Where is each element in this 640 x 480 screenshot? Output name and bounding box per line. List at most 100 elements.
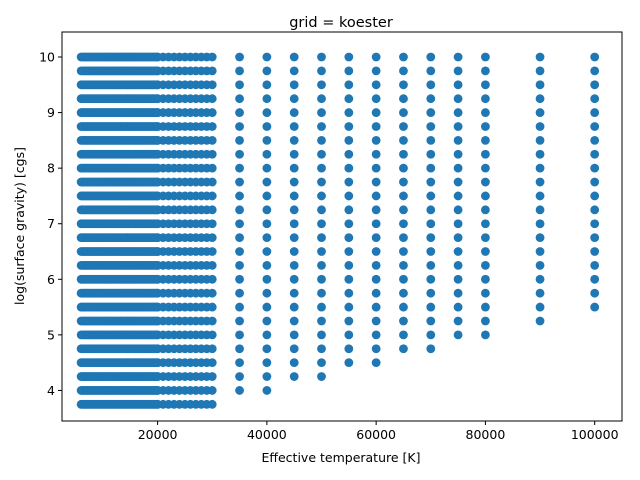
data-point xyxy=(453,205,463,215)
data-point xyxy=(426,247,436,256)
data-point xyxy=(207,94,217,104)
data-point xyxy=(426,205,436,215)
data-point xyxy=(262,66,272,76)
data-point xyxy=(453,66,463,76)
data-point xyxy=(426,274,436,284)
data-point xyxy=(535,135,545,145)
data-point xyxy=(317,135,326,145)
data-point xyxy=(207,66,217,76)
data-points xyxy=(76,52,600,409)
data-point xyxy=(317,274,326,284)
data-point xyxy=(371,316,381,326)
data-point xyxy=(207,149,217,159)
data-point xyxy=(399,247,408,256)
data-point xyxy=(535,52,545,62)
data-point xyxy=(262,177,272,187)
data-point xyxy=(289,135,299,145)
data-point xyxy=(481,219,490,229)
data-point xyxy=(371,191,381,201)
data-point xyxy=(262,386,272,395)
data-point xyxy=(262,330,272,340)
data-point xyxy=(481,247,490,256)
data-point xyxy=(235,316,244,326)
data-point xyxy=(344,191,354,201)
data-point xyxy=(399,108,408,117)
data-point xyxy=(207,330,217,340)
data-point xyxy=(262,358,272,368)
data-point xyxy=(399,52,408,62)
data-point xyxy=(453,191,463,201)
data-point xyxy=(426,80,436,90)
data-point xyxy=(207,372,217,381)
data-point xyxy=(426,52,436,62)
data-point xyxy=(262,233,272,243)
x-tick-label: 40000 xyxy=(247,427,287,442)
data-point xyxy=(371,302,381,312)
x-axis: 20000 40000 60000 80000 100000 xyxy=(138,421,619,442)
data-point xyxy=(481,94,490,104)
data-point xyxy=(235,108,244,117)
data-point xyxy=(344,52,354,62)
data-point xyxy=(535,274,545,284)
data-point xyxy=(235,358,244,368)
data-point xyxy=(481,80,490,90)
data-point xyxy=(262,274,272,284)
data-point xyxy=(289,261,299,270)
data-point xyxy=(344,288,354,298)
data-point xyxy=(426,261,436,270)
data-point xyxy=(371,52,381,62)
data-point xyxy=(262,122,272,131)
data-point xyxy=(344,66,354,76)
data-point xyxy=(481,274,490,284)
data-point xyxy=(590,108,600,117)
data-point xyxy=(262,247,272,256)
data-point xyxy=(207,288,217,298)
data-point xyxy=(453,149,463,159)
data-point xyxy=(289,94,299,104)
data-point xyxy=(289,316,299,326)
data-point xyxy=(590,247,600,256)
data-point xyxy=(481,108,490,117)
data-point xyxy=(344,261,354,270)
data-point xyxy=(371,358,381,368)
data-point xyxy=(399,177,408,187)
data-point xyxy=(481,135,490,145)
data-point xyxy=(453,302,463,312)
y-tick-label: 10 xyxy=(39,50,55,65)
data-point xyxy=(207,247,217,256)
data-point xyxy=(235,247,244,256)
data-point xyxy=(399,233,408,243)
data-point xyxy=(289,247,299,256)
data-point xyxy=(344,163,354,173)
data-point xyxy=(590,219,600,229)
data-point xyxy=(344,149,354,159)
data-point xyxy=(426,316,436,326)
data-point xyxy=(535,94,545,104)
data-point xyxy=(371,135,381,145)
data-point xyxy=(317,149,326,159)
data-point xyxy=(426,191,436,201)
data-point xyxy=(344,247,354,256)
data-point xyxy=(590,163,600,173)
data-point xyxy=(481,163,490,173)
data-point xyxy=(399,122,408,131)
data-point xyxy=(317,80,326,90)
data-point xyxy=(399,191,408,201)
data-point xyxy=(535,66,545,76)
data-point xyxy=(590,66,600,76)
data-point xyxy=(207,80,217,90)
x-tick-label: 20000 xyxy=(138,427,178,442)
data-point xyxy=(590,288,600,298)
data-point xyxy=(399,66,408,76)
x-tick-label: 60000 xyxy=(356,427,396,442)
y-tick-label: 7 xyxy=(47,216,55,231)
data-point xyxy=(399,261,408,270)
data-point xyxy=(289,274,299,284)
data-point xyxy=(590,80,600,90)
data-point xyxy=(289,288,299,298)
data-point xyxy=(535,108,545,117)
data-point xyxy=(262,191,272,201)
data-point xyxy=(481,52,490,62)
data-point xyxy=(262,261,272,270)
data-point xyxy=(590,149,600,159)
